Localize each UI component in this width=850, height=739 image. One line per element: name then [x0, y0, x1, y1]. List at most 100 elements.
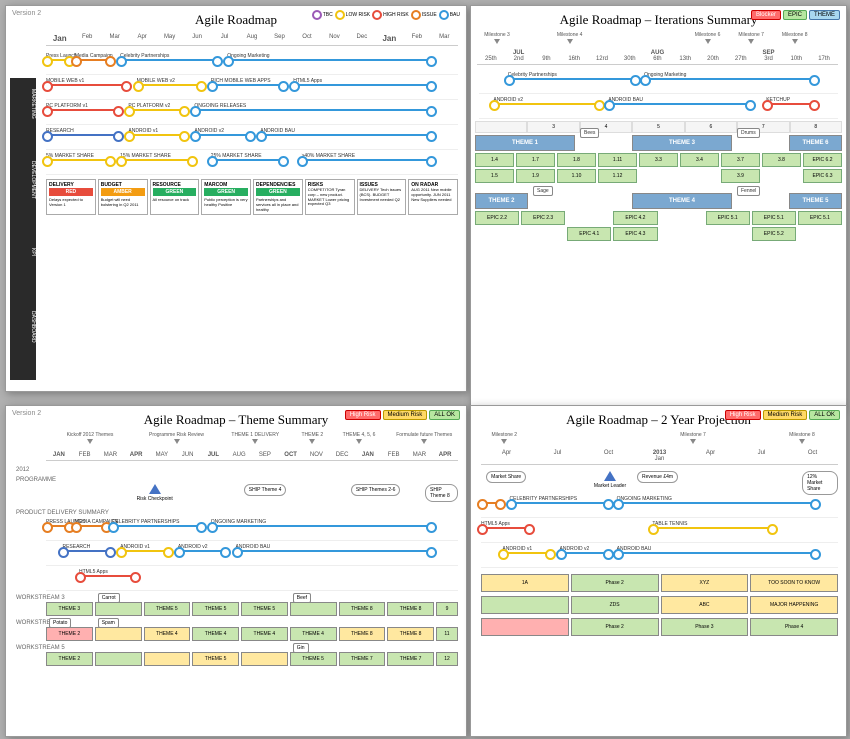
milestone-marker: Milestone 6 — [695, 32, 721, 45]
iteration-header: 345678 — [475, 121, 842, 133]
timeline-segment: ANDROID v2 — [178, 550, 227, 552]
year-label: 2012 — [16, 467, 466, 473]
month-label: Nov — [321, 34, 348, 43]
dashboard-row: DELIVERYREDDelays expected to Version 1B… — [46, 179, 458, 215]
timeline-segment: Ongoing Marketing — [227, 59, 433, 61]
workstream-cell: Phase 2 — [571, 574, 659, 592]
month-label: SEP — [252, 452, 278, 458]
workstream-cell: Spam — [95, 627, 142, 641]
flag-label: Bees — [580, 128, 599, 138]
workstream-cell: MAJOR HAPPENING — [750, 596, 838, 614]
timeline-segment: RICH MOBILE WEB APPS — [211, 84, 285, 86]
epic-cell: EPIC 4.1 — [567, 227, 611, 241]
iteration-number: 3 — [527, 121, 579, 133]
epic-cell: 1.5 — [475, 169, 514, 183]
workstream-cell: THEME 2Potato — [46, 627, 93, 641]
workstream-label: WORKSTREAM 3 — [16, 595, 466, 601]
timeline-segment: Media Campaign — [75, 59, 112, 61]
milestone-marker: Milestone 8 — [789, 432, 815, 445]
epic-cell: EPIC 2.3 — [521, 211, 565, 225]
milestone-marker: Milestone 8 — [782, 32, 808, 45]
programme-marker: Risk Checkpoint — [137, 484, 173, 502]
timeline-segment: CELEBRITY PARTNERSHIPS — [510, 502, 610, 504]
month-label: MAY — [149, 452, 175, 458]
timeline-segment: ANDROID v2 — [493, 103, 601, 105]
month-label: May — [156, 34, 183, 43]
timeline-segment: ANDROID v1 — [128, 134, 186, 136]
month-label: Feb — [73, 34, 100, 43]
month-label: OCT — [278, 452, 304, 458]
programme-bubble: Revenue £4m — [637, 471, 678, 483]
workstream-label: WORKSTREAM 5 — [16, 645, 466, 651]
workstream-cell: THEME 7 — [387, 652, 434, 666]
theme-row: THEME 1BeesTHEME 3DrumsTHEME 6 — [475, 135, 842, 151]
theme-cell: THEME 5 — [789, 193, 842, 209]
workstream-cell: Phase 3 — [661, 618, 749, 636]
timeline-lane: HTML5 AppsTABLE TENNIS — [481, 520, 838, 543]
timeline-segment: ANDROID BAU — [236, 550, 434, 552]
workstream-cell: 1A — [481, 574, 569, 592]
slide-agile-roadmap: Version 2 Agile Roadmap TBCLOW RISKHIGH … — [5, 5, 467, 392]
month-label: Jun — [183, 34, 210, 43]
workstream-cell: THEME 8 — [387, 602, 434, 616]
category-label: KPI — [10, 228, 36, 276]
dashboard-box: RESOURCEGREENAll resource on track — [150, 179, 200, 215]
timeline-segment: 25% MARKET SHARE — [211, 159, 285, 161]
programme-bubble: SHIP Theme 8 — [425, 484, 458, 502]
legend-item: Medium Risk — [383, 410, 428, 420]
month-label: MAR — [98, 452, 124, 458]
month-label: 10th — [782, 50, 810, 62]
iteration-number: 5 — [632, 121, 684, 133]
timeline-lane: PC PLATFORM v1PC PLATFORM v2ONGOING RELE… — [46, 102, 458, 125]
theme-cell: THEME 6 — [789, 135, 842, 151]
month-label: Jan — [376, 34, 403, 43]
epic-cell: EPIC 2.2 — [475, 211, 519, 225]
month-label: APR — [123, 452, 149, 458]
iteration-number: 8 — [790, 121, 842, 133]
epic-cell: 1.4 — [475, 153, 514, 167]
timeline-lane: Press Launch Media Campaign Celebrity Part… — [46, 52, 458, 75]
month-label: 13th — [671, 50, 699, 62]
triangle-icon — [604, 471, 616, 481]
programme-bubble: 12% Market Share — [802, 471, 838, 495]
timeline-segment: RESEARCH — [46, 134, 120, 136]
legend-item: ALL OK — [809, 410, 840, 420]
legend-item: HIGH RISK — [372, 10, 409, 20]
month-label: Oct — [293, 34, 320, 43]
epic-cell: EPIC 4.2 — [613, 211, 657, 225]
workstream-cell: THEME 4 — [144, 627, 191, 641]
workstream-cell: TOO SOON TO KNOW — [750, 574, 838, 592]
month-label: 25th — [477, 50, 505, 62]
workstream-cell — [95, 652, 142, 666]
iteration-number — [475, 121, 527, 133]
timeline-segment: Ongoing Marketing — [644, 78, 816, 80]
callout: THEME 4, 5, 6 — [343, 432, 376, 445]
month-label: MAR — [407, 452, 433, 458]
month-label: 27th — [727, 50, 755, 62]
workstream-cell: THEME 5 — [192, 602, 239, 616]
workstream-cell: THEME 4 — [241, 627, 288, 641]
timeline-segment: Celebrity Partnerships — [120, 59, 219, 61]
timeline-segment: RESEARCH — [62, 550, 111, 552]
version-label: Version 2 — [12, 410, 41, 417]
epic-cell: 3.4 — [680, 153, 719, 167]
timeline-segment: Press Launch — [46, 59, 71, 61]
month-label: 12rd — [588, 50, 616, 62]
iteration-number: 6 — [685, 121, 737, 133]
workstream-cell: Beef — [290, 602, 337, 616]
workstream-cell: THEME 5 — [241, 602, 288, 616]
version-label: Version 2 — [12, 10, 41, 17]
timeline-segment: Celebrity Partnerships — [508, 78, 637, 80]
epic-row: 1.51.91.101.123.9EPIC 6.3 — [475, 169, 842, 183]
workstream-cell: ABC — [661, 596, 749, 614]
category-label: DASHBOARD — [10, 274, 36, 380]
workstream-row: THEME 2PotatoSpamTHEME 4THEME 4THEME 4TH… — [46, 627, 458, 641]
month-label: JAN — [46, 452, 72, 458]
programme-label: PROGRAMME — [16, 477, 466, 483]
slide4-months: AprJulOct2013JanAprJulOct — [481, 450, 838, 465]
epic-cell: EPIC 5.1 — [752, 211, 796, 225]
category-label: DEVELOPMENT — [10, 128, 36, 232]
epic-row: 1.41.71.81.113.33.43.73.8EPIC 6.2 — [475, 153, 842, 167]
timeline-segment: ANDROID v2 — [560, 552, 610, 554]
timeline-lane: ANDROID v1ANDROID v2ANDROID BAU — [481, 545, 838, 568]
